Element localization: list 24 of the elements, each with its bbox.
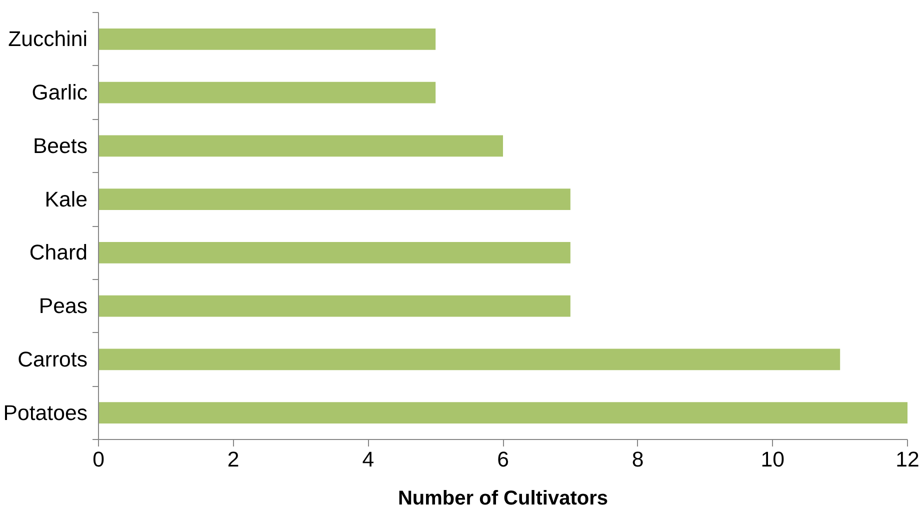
bar [98,348,840,370]
x-tick-label: 2 [227,448,240,472]
x-axis-title: Number of Cultivators [398,488,608,510]
bar [98,295,570,317]
x-tick-label: 6 [497,448,509,472]
bar [98,402,908,424]
x-tick-label: 0 [92,448,105,472]
bar [98,242,570,264]
y-tick-label: Potatoes [3,400,88,425]
bar [98,82,436,104]
y-tick-label: Carrots [18,347,88,372]
y-tick-label: Garlic [32,80,88,105]
y-tick-label: Peas [38,294,88,318]
bar [98,135,503,157]
bar [98,188,570,210]
x-tick-label: 4 [362,448,374,472]
x-tick-label: 8 [632,448,644,472]
x-tick-label: 10 [760,448,785,472]
y-tick-label: Kale [44,187,88,212]
y-tick-label: Zucchini [8,27,88,52]
x-tick-label: 12 [896,448,920,472]
y-tick-label: Beets [32,134,88,158]
y-tick-label: Chard [29,240,88,265]
bar [98,28,436,50]
